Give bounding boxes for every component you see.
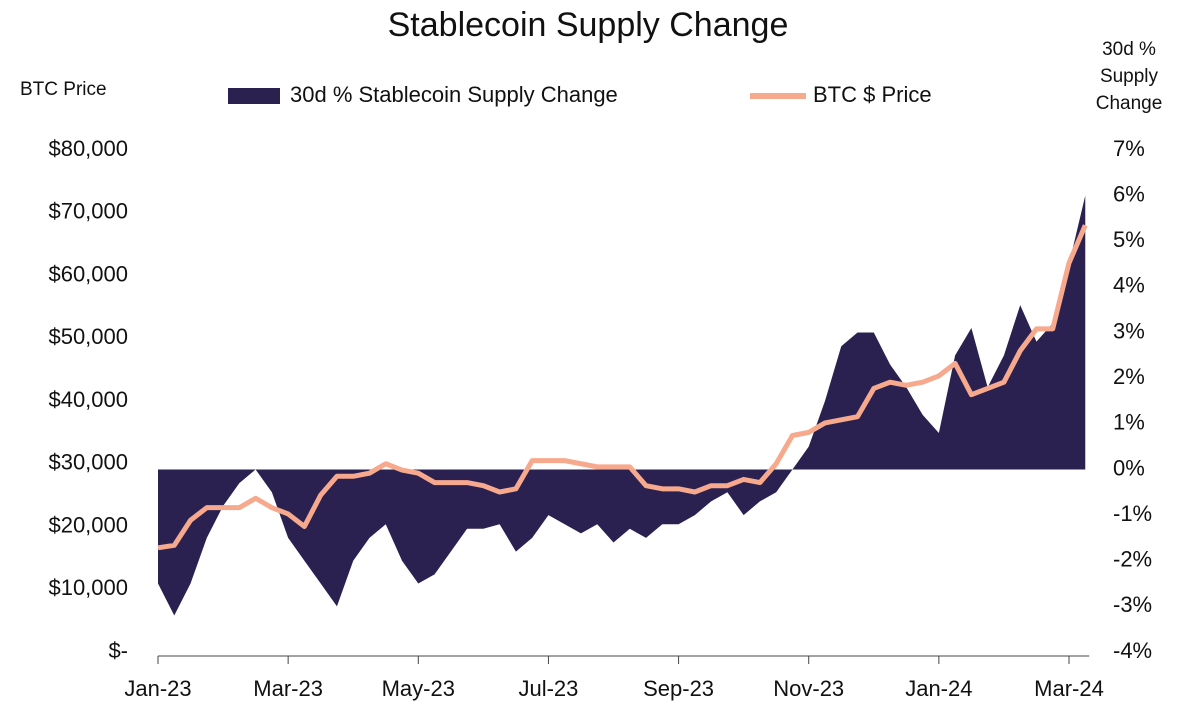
x-tick-label: Jan-24 bbox=[905, 676, 972, 701]
x-tick-label: Mar-24 bbox=[1034, 676, 1104, 701]
x-tick-label: Mar-23 bbox=[253, 676, 323, 701]
x-tick-label: Jul-23 bbox=[518, 676, 578, 701]
y-tick-label: $20,000 bbox=[48, 512, 128, 537]
y2-axis-title: 30d % Supply Change bbox=[1095, 39, 1163, 114]
y-tick-label: $10,000 bbox=[48, 575, 128, 600]
y2-tick-label: 0% bbox=[1113, 455, 1145, 480]
y2-tick-label: -1% bbox=[1113, 501, 1152, 526]
x-tick-label: May-23 bbox=[382, 676, 455, 701]
x-tick-label: Jan-23 bbox=[124, 676, 191, 701]
legend-label: BTC $ Price bbox=[813, 82, 932, 107]
y2-tick-label: 3% bbox=[1113, 318, 1145, 343]
y-tick-label: $40,000 bbox=[48, 387, 128, 412]
y2-tick-label: 4% bbox=[1113, 273, 1145, 298]
legend-label: 30d % Stablecoin Supply Change bbox=[290, 82, 618, 107]
area bbox=[158, 195, 1086, 616]
x-tick-label: Nov-23 bbox=[773, 676, 844, 701]
y2-tick-label: -4% bbox=[1113, 638, 1152, 663]
y2-tick-label: 2% bbox=[1113, 364, 1145, 389]
x-tick-label: Sep-23 bbox=[643, 676, 714, 701]
y-tick-label: $- bbox=[108, 638, 128, 663]
y2-tick-label: 1% bbox=[1113, 410, 1145, 435]
y2-tick-label: -3% bbox=[1113, 592, 1152, 617]
line bbox=[157, 224, 1088, 551]
y2-tick-label: 5% bbox=[1113, 227, 1145, 252]
y2-tick-label: 7% bbox=[1113, 136, 1145, 161]
y-axis-title: BTC Price bbox=[20, 79, 107, 100]
y-tick-label: $60,000 bbox=[48, 261, 128, 286]
y2-tick-label: 6% bbox=[1113, 181, 1145, 206]
y-tick-label: $80,000 bbox=[48, 136, 128, 161]
chart-title: Stablecoin Supply Change bbox=[388, 6, 789, 44]
legend-swatch bbox=[228, 88, 280, 104]
y-tick-label: $30,000 bbox=[48, 450, 128, 475]
y-tick-label: $70,000 bbox=[48, 199, 128, 224]
y-tick-label: $50,000 bbox=[48, 324, 128, 349]
y2-tick-label: -2% bbox=[1113, 547, 1152, 572]
